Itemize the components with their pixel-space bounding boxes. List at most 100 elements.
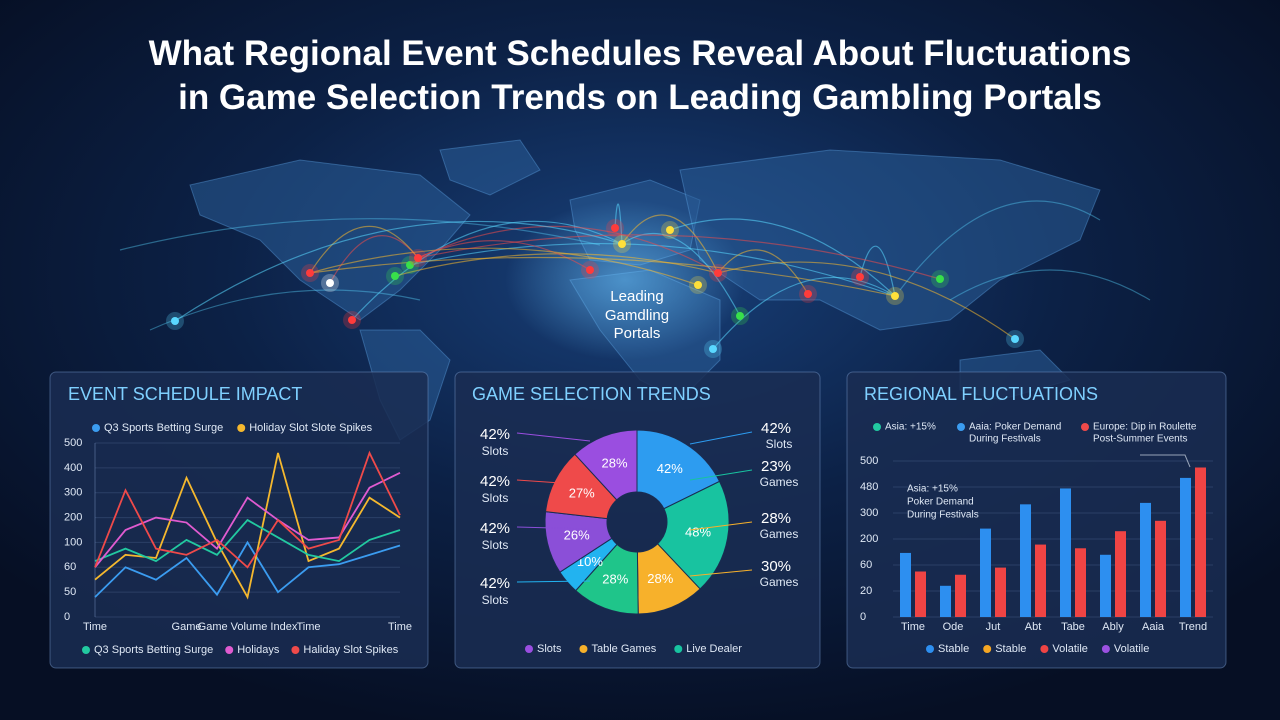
bar xyxy=(955,574,966,617)
legend-entry-swatch xyxy=(525,645,533,653)
y-tick-label: 500 xyxy=(64,437,82,449)
x-tick-label: Jut xyxy=(986,621,1001,633)
bar xyxy=(1100,554,1111,617)
slice-label: 28% xyxy=(601,456,627,471)
callout-value: 42% xyxy=(480,473,510,490)
map-label: Leading xyxy=(610,288,663,305)
callout-text: Slots xyxy=(766,437,793,451)
callout-text: Games xyxy=(760,475,799,489)
x-tick-label: Time xyxy=(83,621,107,633)
map-arc xyxy=(329,235,419,284)
map-dot xyxy=(611,224,619,232)
callout-line xyxy=(689,469,753,481)
map-dot xyxy=(804,290,812,298)
map-dot xyxy=(936,275,944,283)
map-label: Gamdling xyxy=(605,307,669,324)
legend-entry: Haliday Slot Spikes xyxy=(303,644,398,656)
legend-entry-swatch xyxy=(926,645,934,653)
map-dots xyxy=(166,219,1024,358)
x-tick-label: Game Volume Index xyxy=(198,621,298,633)
panel-title: GAME SELECTION TRENDS xyxy=(472,384,711,404)
map-arc xyxy=(669,218,896,297)
bar xyxy=(900,552,911,617)
legend-entry: Holidays xyxy=(237,644,280,656)
donut-slice xyxy=(574,429,638,501)
callout-line xyxy=(516,526,591,530)
legend-entry: During Festivals xyxy=(969,434,1041,445)
y-tick-label: 200 xyxy=(64,511,82,523)
line-series xyxy=(94,518,401,563)
bar xyxy=(1195,467,1206,617)
annotation: Asia: +15% xyxy=(907,484,958,495)
slice-label: 27% xyxy=(569,485,595,500)
y-tick-label: 200 xyxy=(860,533,878,545)
y-tick-label: 0 xyxy=(64,611,70,623)
map-dot xyxy=(1011,335,1019,343)
legend-entry: Post-Summer Events xyxy=(1093,434,1187,445)
slice-label: 10% xyxy=(577,554,603,569)
y-tick-label: 300 xyxy=(64,487,82,499)
legend-entry: Volatile xyxy=(1114,643,1149,655)
map-arc xyxy=(899,200,1101,291)
map-dot xyxy=(171,317,179,325)
callout-value: 23% xyxy=(761,458,791,475)
map-arc xyxy=(717,249,809,295)
annotation-connector xyxy=(1140,454,1191,468)
callout-line xyxy=(516,479,591,486)
map-arc xyxy=(614,203,623,245)
map-arc xyxy=(712,276,896,350)
callout-value: 30% xyxy=(761,558,791,575)
x-tick-label: Ode xyxy=(943,621,964,633)
legend-entry-swatch xyxy=(983,645,992,653)
legend-entry-swatch xyxy=(1101,645,1110,653)
callout-line xyxy=(516,580,591,583)
slice-label: 48% xyxy=(685,524,711,539)
legend-entry-swatch xyxy=(579,645,588,653)
y-tick-label: 400 xyxy=(64,462,82,474)
legend-entry: Table Games xyxy=(591,643,656,655)
map-dot xyxy=(391,272,399,280)
legend-entry-swatch xyxy=(291,646,300,654)
panel xyxy=(49,371,429,669)
x-tick-label: Aaia xyxy=(1142,621,1165,633)
bar xyxy=(1155,520,1166,617)
legend-swatch xyxy=(957,423,965,431)
legend-entry: Aaia: Poker Demand xyxy=(969,422,1061,433)
map-arc xyxy=(409,242,896,297)
legend-swatch xyxy=(1081,423,1089,431)
map-dot xyxy=(586,266,594,274)
bar xyxy=(1035,544,1046,617)
page-title: What Regional Event Schedules Reveal Abo… xyxy=(148,34,1132,117)
legend-entry: Europe: Dip in Roulette xyxy=(1093,422,1197,433)
legend-entry: Q3 Sports Betting Surge xyxy=(94,644,213,656)
legend-entry-swatch xyxy=(92,424,100,432)
x-tick-label: Ably xyxy=(1102,621,1124,633)
map-dot xyxy=(306,269,314,277)
map-arc xyxy=(417,234,941,280)
legend-entry-swatch xyxy=(82,646,90,654)
y-tick-label: 50 xyxy=(64,586,76,598)
legend-entry-swatch xyxy=(1040,645,1049,653)
map-arc xyxy=(174,220,623,322)
x-tick-label: Time xyxy=(388,621,412,633)
callout-value: 42% xyxy=(480,520,510,537)
map-label: Portals xyxy=(614,325,661,342)
callout-text: Slots xyxy=(482,444,509,458)
line-series xyxy=(94,450,401,569)
map-arc xyxy=(717,261,1016,340)
slice-label: 42% xyxy=(657,461,683,476)
bar xyxy=(980,528,991,617)
donut-slice xyxy=(636,429,721,510)
callout-line xyxy=(689,431,753,445)
map-arc xyxy=(309,256,896,297)
map-arc xyxy=(309,247,699,286)
callout-text: Slots xyxy=(482,593,509,607)
callout-value: 42% xyxy=(480,426,510,443)
callout-line xyxy=(689,569,753,577)
map-arc xyxy=(149,289,421,331)
legend-entry: Asia: +15% xyxy=(885,422,936,433)
annotation: Poker Demand xyxy=(907,497,974,508)
annotation: During Festivals xyxy=(907,510,979,521)
